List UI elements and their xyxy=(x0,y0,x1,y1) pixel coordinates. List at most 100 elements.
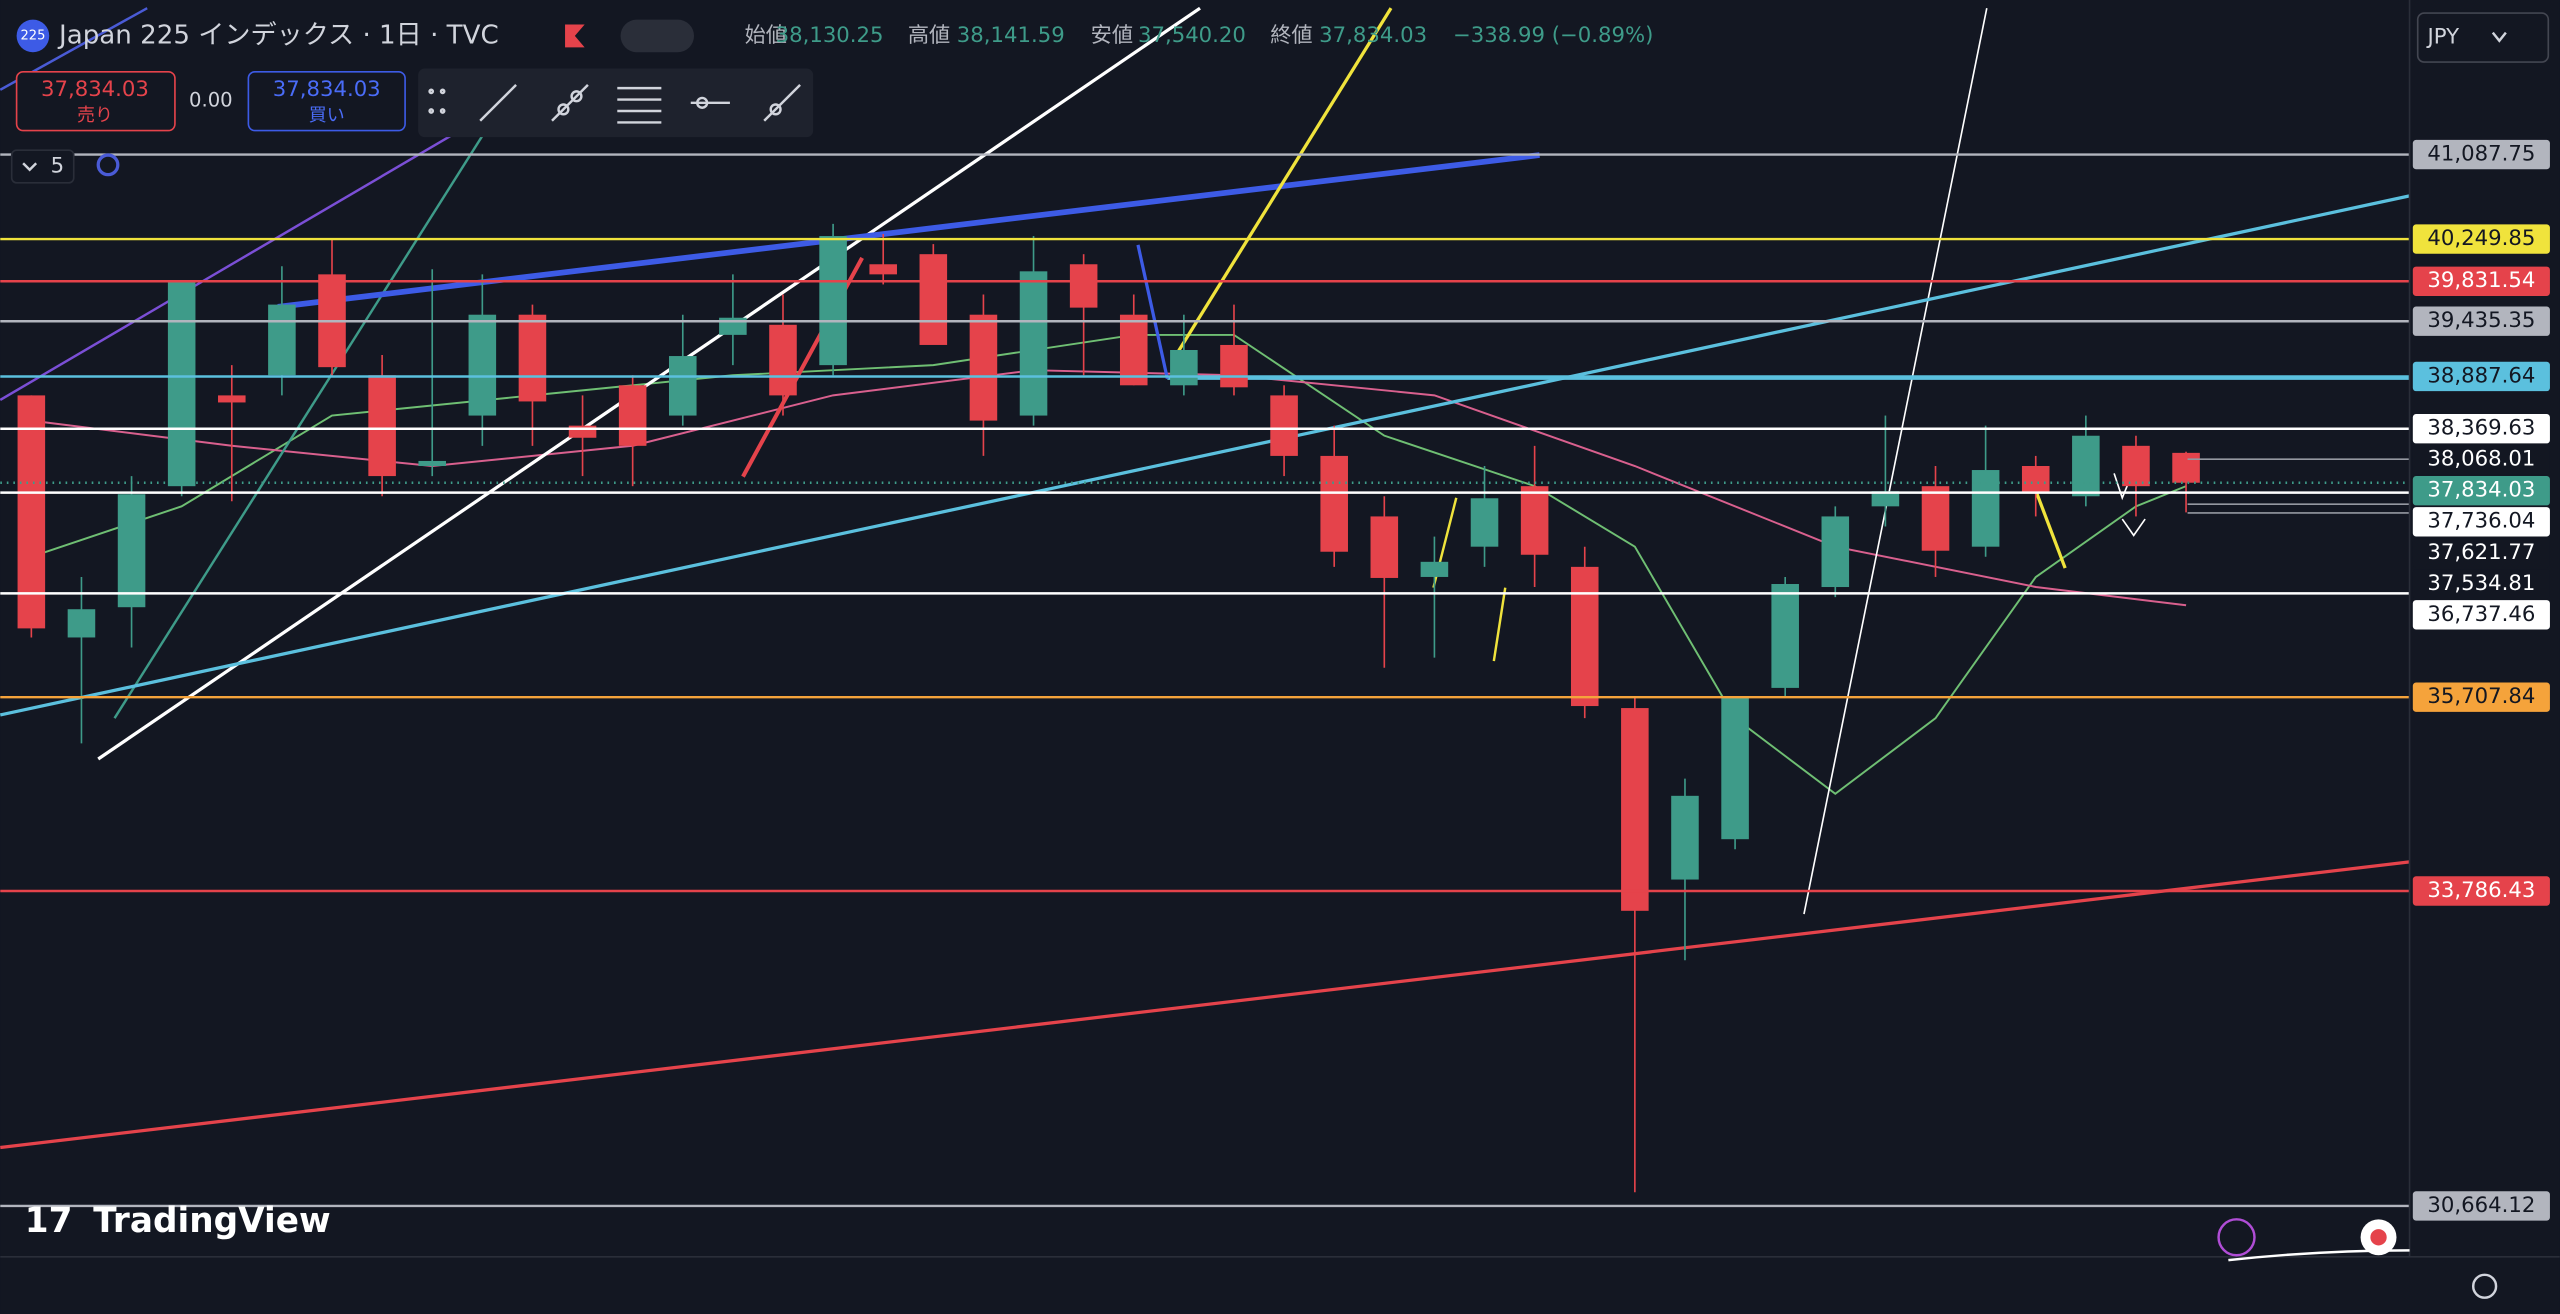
candle-body xyxy=(1370,516,1399,578)
candle-body xyxy=(117,494,146,608)
settings-icon[interactable] xyxy=(2471,1273,2498,1299)
ohlc-label: 高値 xyxy=(908,23,950,48)
drag-handle[interactable] xyxy=(428,88,435,95)
level-label: 37,534.81 xyxy=(2427,571,2535,596)
toolbar-icons xyxy=(428,84,801,124)
symbol-icon-text: 225 xyxy=(20,28,45,43)
trend-line xyxy=(1492,587,1507,662)
drag-handle[interactable] xyxy=(439,108,446,114)
trend-line xyxy=(0,121,475,401)
level-label-box xyxy=(2412,476,2550,506)
drag-handle[interactable] xyxy=(428,108,435,114)
candle-body xyxy=(468,314,497,416)
sync-icon[interactable] xyxy=(96,153,120,177)
currency-select[interactable] xyxy=(2416,12,2550,63)
arrow xyxy=(2121,518,2146,537)
candle-body xyxy=(1721,697,1749,840)
candle-body xyxy=(1220,344,1248,388)
candle-body xyxy=(2072,435,2100,497)
level-label: 38,068.01 xyxy=(2427,447,2535,472)
tool-extended-line[interactable] xyxy=(551,84,589,122)
buy-price: 37,834.03 xyxy=(273,77,381,102)
record-dot xyxy=(2370,1229,2387,1246)
price-change: −338.99 (−0.89%) xyxy=(1453,23,1653,48)
level-label-box xyxy=(2412,414,2550,444)
candle-body xyxy=(368,375,396,477)
buy-label: 買い xyxy=(309,105,345,126)
level-label-box xyxy=(2412,361,2550,392)
flag-icon[interactable] xyxy=(565,24,585,48)
moving-average xyxy=(30,333,2187,796)
level-label: 38,887.64 xyxy=(2427,363,2535,388)
candle-body xyxy=(268,304,296,376)
symbol-title[interactable]: Japan 225 インデックス · 1日 · TVC xyxy=(57,20,499,50)
candle-body xyxy=(167,281,196,487)
ohlc-label: 終値 xyxy=(1270,23,1312,48)
candle-body xyxy=(2122,445,2150,487)
currency: JPY xyxy=(2426,25,2460,50)
tool-ray[interactable] xyxy=(763,84,801,122)
trend-line xyxy=(1136,244,1169,380)
drawing-toolbar xyxy=(418,68,814,138)
indicator-count: 5 xyxy=(51,153,65,178)
level-label: 37,736.04 xyxy=(2427,509,2535,534)
level-label-box xyxy=(2412,266,2550,296)
indicator-toggle[interactable] xyxy=(10,149,75,184)
level-label-box xyxy=(2412,507,2550,537)
candle-body xyxy=(1821,516,1850,588)
candle-body xyxy=(869,264,897,275)
candle-body xyxy=(2172,452,2200,483)
spread: 0.00 xyxy=(189,89,233,112)
level-label-box xyxy=(2412,1191,2550,1221)
tool-point xyxy=(557,103,570,116)
level-label-box xyxy=(2412,306,2550,336)
scroll-indicator xyxy=(2228,1249,2410,1262)
level-label: 38,369.63 xyxy=(2427,416,2535,441)
candle-body xyxy=(1119,314,1148,386)
alert-icon[interactable] xyxy=(2217,1218,2256,1257)
candle-body xyxy=(2021,465,2050,493)
candle-body xyxy=(1470,498,1499,547)
candle-body xyxy=(1420,561,1449,577)
candle-body xyxy=(1621,708,1649,911)
ohlc-label: 安値 xyxy=(1091,23,1133,48)
level-label: 41,087.75 xyxy=(2427,142,2535,167)
candle-body xyxy=(1921,486,1950,551)
status-pill[interactable] xyxy=(620,19,695,53)
candle-body xyxy=(1771,584,1799,688)
tool-trend-line[interactable] xyxy=(479,84,517,122)
candle-body xyxy=(518,314,547,402)
drag-handle[interactable] xyxy=(439,88,446,95)
trend-line xyxy=(113,97,508,719)
candle-body xyxy=(1671,795,1699,880)
level-label: 40,249.85 xyxy=(2427,226,2535,251)
candle-body xyxy=(1320,455,1348,552)
candle-body xyxy=(568,425,597,438)
candle-body xyxy=(819,236,847,366)
level-label: 37,621.77 xyxy=(2427,540,2535,565)
axes xyxy=(0,0,2560,1258)
symbol-icon[interactable] xyxy=(16,19,50,53)
trend-line xyxy=(0,860,2410,1150)
tool-point xyxy=(769,103,782,116)
ohlc-value: 37,540.20 xyxy=(1138,23,1246,48)
level-label-box xyxy=(2412,538,2550,568)
chevron-icon xyxy=(2491,31,2507,43)
sell-price: 37,834.03 xyxy=(41,77,149,102)
trend-line xyxy=(1803,8,1988,915)
level-label-box xyxy=(2412,224,2550,254)
candle-body xyxy=(1570,566,1599,707)
level-label: 39,435.35 xyxy=(2427,308,2535,333)
logo[interactable]: TradingView xyxy=(93,1201,330,1241)
sell-button[interactable] xyxy=(15,71,176,132)
level-label-box xyxy=(2412,445,2550,475)
logo-mark: 17 xyxy=(25,1201,73,1241)
buy-button[interactable] xyxy=(247,71,406,132)
trend-line xyxy=(1174,7,1393,357)
tool-point xyxy=(570,90,583,103)
level-label: 36,737.46 xyxy=(2427,602,2535,627)
candle-body xyxy=(668,356,697,416)
ohlc-value: 38,141.59 xyxy=(957,23,1065,48)
